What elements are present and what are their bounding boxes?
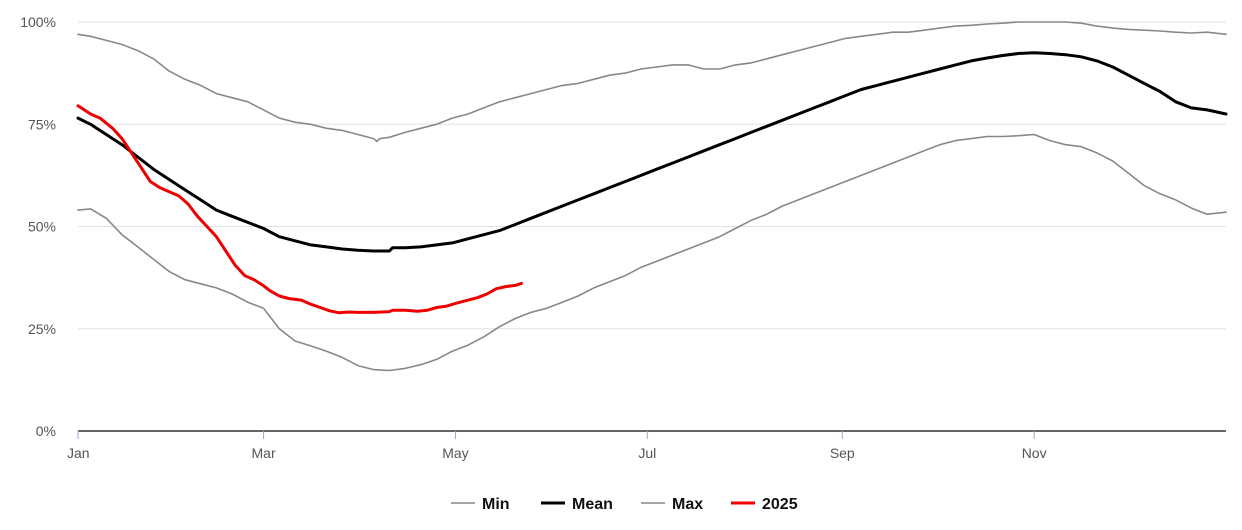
x-tick-label: Jan — [67, 445, 90, 461]
legend-item-min[interactable]: Min — [451, 496, 510, 513]
y-tick-label: 50% — [28, 219, 56, 235]
x-tick-label: Sep — [830, 445, 855, 461]
axes: 0% 25% 50% 75% 100% Jan Mar May Jul Sep Nov — [20, 14, 1226, 461]
legend-item-mean[interactable]: Mean — [541, 496, 613, 513]
legend-label: 2025 — [762, 496, 798, 513]
y-tick-label: 25% — [28, 321, 56, 337]
x-tick-label: Jul — [638, 445, 656, 461]
x-tick-label: Nov — [1022, 445, 1047, 461]
legend-label: Min — [482, 496, 510, 513]
series-line-mean — [76, 51, 1228, 253]
legend-label: Mean — [572, 496, 613, 513]
legend-label: Max — [672, 496, 703, 513]
x-tick-label: May — [442, 445, 468, 461]
series-line-2025 — [76, 104, 523, 315]
legend-item-2025[interactable]: 2025 — [731, 496, 798, 513]
series-lines — [76, 21, 1228, 372]
y-tick-label: 100% — [20, 14, 56, 30]
series-line-min — [77, 133, 1227, 372]
y-tick-label: 0% — [36, 423, 56, 439]
legend-item-max[interactable]: Max — [641, 496, 703, 513]
legend[interactable]: Min Mean Max 2025 — [451, 496, 798, 513]
x-tick-label: Mar — [252, 445, 276, 461]
y-tick-label: 75% — [28, 116, 56, 132]
series-line-max — [77, 21, 1227, 143]
